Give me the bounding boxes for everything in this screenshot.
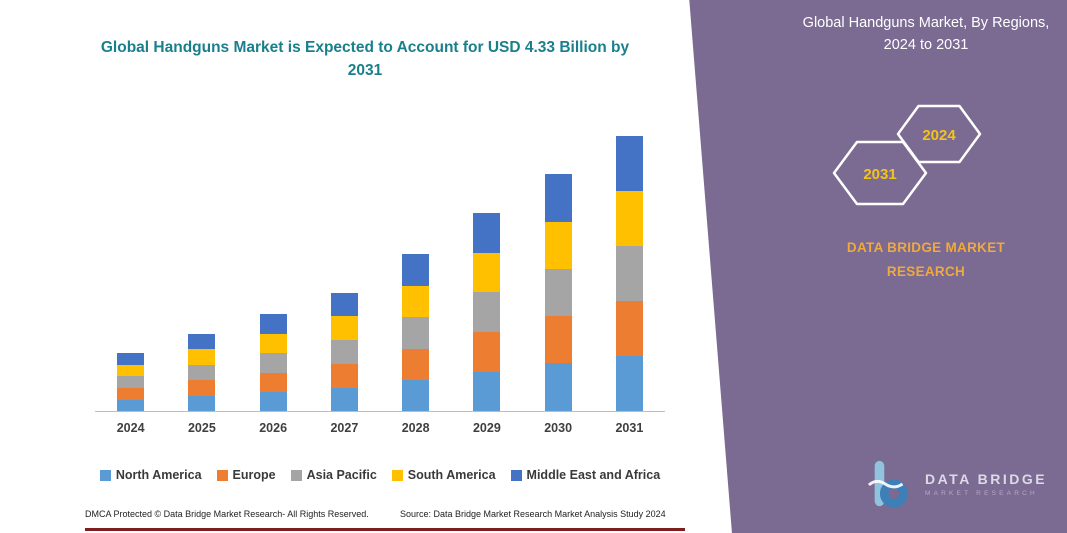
bar-segment bbox=[259, 391, 287, 411]
legend-item: Middle East and Africa bbox=[510, 468, 661, 482]
bar-segment bbox=[188, 395, 216, 411]
x-axis-label: 2028 bbox=[401, 421, 430, 435]
bar-segment bbox=[117, 364, 145, 377]
bar-segment bbox=[615, 301, 643, 356]
bar-segment bbox=[188, 349, 216, 365]
bar-segment bbox=[473, 292, 501, 333]
bar-segment bbox=[259, 353, 287, 373]
bar-segment bbox=[117, 388, 145, 400]
bar-stack bbox=[473, 212, 501, 411]
bottom-divider-line bbox=[85, 528, 685, 531]
x-axis-label: 2030 bbox=[544, 421, 573, 435]
brand-name: DATA BRIDGE MARKET RESEARCH bbox=[846, 240, 1006, 279]
x-axis-label: 2026 bbox=[259, 421, 288, 435]
source-footer-text: Source: Data Bridge Market Research Mark… bbox=[400, 509, 666, 519]
chart-title: Global Handguns Market is Expected to Ac… bbox=[100, 39, 630, 80]
bar-segment bbox=[544, 268, 572, 317]
bar-segment bbox=[188, 364, 216, 381]
bar-segment bbox=[615, 355, 643, 411]
bar-column-2025 bbox=[166, 125, 237, 411]
year-hexagon-badges: 2031 2024 bbox=[832, 104, 982, 206]
bar-segment bbox=[188, 380, 216, 396]
legend-swatch bbox=[216, 469, 228, 481]
bar-stack bbox=[615, 135, 643, 411]
bar-segment bbox=[402, 285, 430, 318]
bar-segment bbox=[544, 221, 572, 269]
bar-segment bbox=[259, 372, 287, 392]
x-axis-label: 2029 bbox=[472, 421, 501, 435]
dmca-footer-text: DMCA Protected © Data Bridge Market Rese… bbox=[85, 509, 369, 519]
bar-segment bbox=[473, 371, 501, 411]
bar-segment bbox=[117, 399, 145, 411]
bar-column-2024 bbox=[95, 125, 166, 411]
bar-segment bbox=[544, 173, 572, 222]
legend-label: South America bbox=[407, 468, 496, 482]
bar-stack bbox=[330, 292, 358, 411]
legend-item: Asia Pacific bbox=[290, 468, 377, 482]
bar-stack bbox=[402, 254, 430, 411]
hexagon-2024-label: 2024 bbox=[922, 127, 956, 144]
bar-column-2027 bbox=[309, 125, 380, 411]
bar-segment bbox=[615, 135, 643, 192]
bar-segment bbox=[615, 245, 643, 302]
x-axis-label: 2024 bbox=[116, 421, 145, 435]
bar-segment bbox=[188, 333, 216, 350]
legend-swatch bbox=[510, 469, 522, 481]
bar-segment bbox=[473, 212, 501, 253]
hexagon-2031-label: 2031 bbox=[863, 166, 896, 183]
bar-segment bbox=[330, 364, 358, 388]
logo-subtitle: MARKET RESEARCH bbox=[925, 490, 1038, 497]
bar-segment bbox=[615, 191, 643, 246]
legend-item: Europe bbox=[216, 468, 276, 482]
bar-segment bbox=[544, 363, 572, 411]
bar-segment bbox=[402, 317, 430, 349]
bar-stack bbox=[188, 333, 216, 411]
bar-stack bbox=[259, 314, 287, 411]
x-axis-label: 2027 bbox=[330, 421, 359, 435]
legend-label: Europe bbox=[232, 468, 276, 482]
legend-item: North America bbox=[99, 468, 202, 482]
bar-segment bbox=[402, 254, 430, 286]
bar-segment bbox=[473, 332, 501, 372]
hexagon-2024 bbox=[896, 104, 982, 164]
bar-column-2026 bbox=[238, 125, 309, 411]
legend-swatch bbox=[391, 469, 403, 481]
logo-title: DATA BRIDGE bbox=[925, 471, 1048, 487]
legend-label: Middle East and Africa bbox=[526, 468, 661, 482]
bar-segment bbox=[402, 348, 430, 380]
legend-swatch bbox=[290, 469, 302, 481]
bar-segment bbox=[259, 314, 287, 335]
bar-segment bbox=[330, 292, 358, 317]
company-logo: DATA BRIDGE MARKET RESEARCH bbox=[866, 458, 1047, 510]
bar-segment bbox=[259, 334, 287, 354]
legend-label: North America bbox=[115, 468, 202, 482]
bar-segment bbox=[330, 316, 358, 340]
bar-column-2030 bbox=[523, 125, 594, 411]
bar-column-2028 bbox=[380, 125, 451, 411]
x-axis-label: 2031 bbox=[615, 421, 644, 435]
panel-heading: Global Handguns Market, By Regions, 2024… bbox=[802, 15, 1050, 54]
bar-column-2031 bbox=[594, 125, 665, 411]
data-bridge-logo-icon bbox=[867, 460, 908, 508]
legend-label: Asia Pacific bbox=[306, 468, 377, 482]
bar-stack bbox=[117, 352, 145, 411]
bar-stack bbox=[544, 173, 572, 411]
bar-segment bbox=[473, 252, 501, 293]
legend-swatch bbox=[99, 469, 111, 481]
bar-segment bbox=[402, 379, 430, 411]
bar-segment bbox=[117, 352, 145, 365]
chart-legend: North America Europe Asia Pacific South Ame… bbox=[60, 468, 700, 482]
bar-segment bbox=[544, 316, 572, 364]
bar-segment bbox=[330, 387, 358, 411]
legend-item: South America bbox=[391, 468, 496, 482]
chart-plot bbox=[95, 125, 665, 412]
x-axis-label: 2025 bbox=[187, 421, 216, 435]
bar-segment bbox=[330, 339, 358, 364]
bar-column-2029 bbox=[451, 125, 522, 411]
logo-text: DATA BRIDGE MARKET RESEARCH bbox=[925, 471, 1047, 497]
bar-segment bbox=[117, 376, 145, 389]
x-axis-labels: 2024 2025 2026 2027 2028 2029 2030 2031 bbox=[95, 421, 665, 435]
